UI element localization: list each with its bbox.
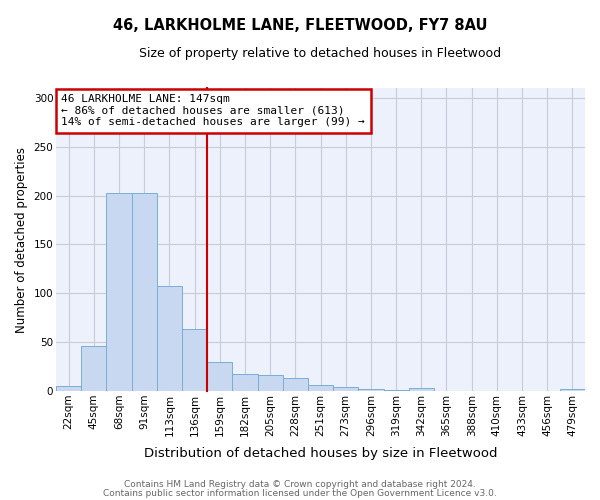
Bar — [182, 330, 207, 391]
Bar — [308, 385, 333, 391]
Bar — [106, 192, 131, 391]
Text: Contains public sector information licensed under the Open Government Licence v3: Contains public sector information licen… — [103, 489, 497, 498]
Bar — [157, 286, 182, 391]
Bar — [409, 388, 434, 391]
Bar — [333, 387, 358, 391]
Bar — [232, 374, 257, 391]
Text: Contains HM Land Registry data © Crown copyright and database right 2024.: Contains HM Land Registry data © Crown c… — [124, 480, 476, 489]
Y-axis label: Number of detached properties: Number of detached properties — [15, 146, 28, 332]
Bar — [207, 362, 232, 391]
Bar — [383, 390, 409, 391]
Bar — [56, 386, 81, 391]
X-axis label: Distribution of detached houses by size in Fleetwood: Distribution of detached houses by size … — [144, 447, 497, 460]
Bar — [257, 376, 283, 391]
Title: Size of property relative to detached houses in Fleetwood: Size of property relative to detached ho… — [139, 48, 502, 60]
Text: 46, LARKHOLME LANE, FLEETWOOD, FY7 8AU: 46, LARKHOLME LANE, FLEETWOOD, FY7 8AU — [113, 18, 487, 32]
Bar — [283, 378, 308, 391]
Bar — [560, 389, 585, 391]
Bar — [131, 192, 157, 391]
Bar — [358, 389, 383, 391]
Text: 46 LARKHOLME LANE: 147sqm
← 86% of detached houses are smaller (613)
14% of semi: 46 LARKHOLME LANE: 147sqm ← 86% of detac… — [61, 94, 365, 128]
Bar — [81, 346, 106, 391]
